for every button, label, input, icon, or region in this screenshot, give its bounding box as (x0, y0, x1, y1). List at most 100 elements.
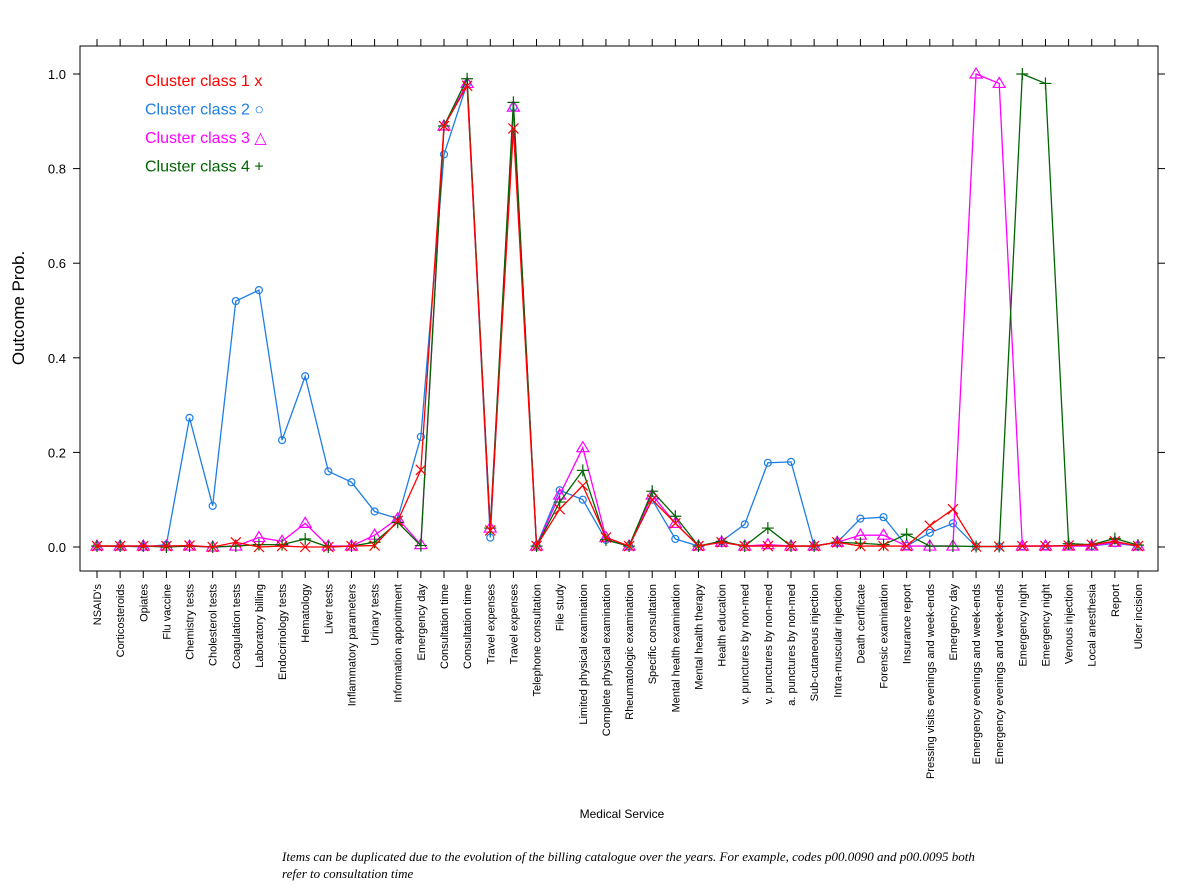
data-point-circle (254, 286, 264, 295)
data-point-x (970, 541, 982, 552)
data-point-plus (507, 96, 520, 109)
data-point-circle (948, 519, 958, 528)
data-point-triangle (992, 76, 1007, 89)
x-tick-label: Insurance report (902, 584, 914, 664)
x-tick-label: Rheumatologic examination (624, 584, 636, 720)
legend-item: Cluster class 1 x (145, 73, 262, 90)
series-line (97, 83, 1139, 548)
data-point-x (1109, 535, 1121, 547)
x-tick-label: Emergency night (1017, 584, 1029, 667)
x-tick-label: Health education (717, 584, 729, 667)
data-point-x (91, 540, 103, 552)
x-tick-label: Liver tests (323, 584, 335, 635)
x-tick-label: Corticosteroids (115, 584, 127, 658)
data-point-plus (854, 537, 867, 550)
data-point-x (831, 536, 843, 548)
data-point-x (1040, 540, 1051, 552)
x-tick-label: Chemistry tests (185, 584, 197, 660)
data-point-circle (925, 528, 934, 537)
data-point-x (993, 541, 1005, 552)
data-point-x (230, 536, 242, 548)
data-point-x (438, 120, 450, 132)
data-point-plus (1062, 537, 1075, 550)
data-point-plus (877, 538, 890, 551)
data-point-plus (391, 516, 404, 529)
data-point-x (623, 540, 635, 552)
data-point-triangle (969, 66, 984, 79)
data-point-x (901, 540, 913, 552)
data-point-x (184, 540, 195, 552)
data-point-triangle (298, 516, 313, 528)
data-point-circle (786, 457, 796, 466)
data-point-plus (946, 540, 959, 553)
data-point-circle (347, 478, 356, 487)
data-point-plus (1108, 532, 1121, 545)
data-point-x (253, 541, 265, 553)
y-tick-label: 0.6 (48, 256, 66, 271)
data-point-x (531, 540, 542, 552)
x-tick-label: Ulcer incision (1133, 584, 1145, 649)
y-axis-title: Outcome Prob. (9, 251, 28, 365)
data-point-x (808, 540, 820, 552)
x-tick-label: Report (1110, 584, 1122, 617)
data-point-circle (439, 150, 449, 159)
data-point-x (137, 540, 149, 552)
data-point-plus (160, 541, 173, 553)
data-point-circle (301, 372, 310, 381)
y-tick-label: 0.2 (48, 445, 66, 460)
y-tick-label: 0.8 (48, 162, 66, 177)
data-point-circle (879, 513, 888, 522)
data-point-circle (763, 458, 772, 467)
data-point-plus (646, 485, 659, 498)
x-tick-label: Cholesterol tests (208, 584, 220, 666)
x-tick-label: Laboratory billing (254, 584, 266, 668)
data-point-x (554, 503, 566, 515)
data-point-plus (461, 72, 474, 85)
x-tick-label: Death certificate (855, 584, 867, 663)
x-tick-label: Flu vaccine (161, 584, 173, 640)
x-tick-label: Telephone consultation (532, 584, 544, 697)
x-tick-label: Travel expenses (485, 584, 497, 665)
data-point-circle (324, 467, 333, 476)
data-point-plus (414, 539, 427, 552)
data-point-circle (370, 507, 379, 516)
data-point-circle (671, 534, 680, 544)
x-tick-label: Mental health examination (670, 584, 682, 712)
data-point-circle (856, 514, 865, 523)
data-point-x (114, 540, 126, 552)
x-tick-label: Emergency evenings and week-ends (971, 584, 983, 765)
data-point-x (484, 525, 496, 536)
data-point-x (947, 503, 959, 515)
data-point-x (207, 541, 219, 553)
x-tick-label: Specific consultation (647, 584, 659, 684)
x-tick-label: Local anesthesia (1087, 583, 1099, 666)
data-point-x (646, 494, 658, 506)
data-point-x (1063, 540, 1075, 552)
data-point-plus (553, 496, 566, 509)
series-2 (92, 79, 1143, 552)
x-tick-label: Intra-muscular injection (832, 584, 844, 698)
data-point-x (924, 520, 936, 532)
data-point-x (507, 122, 519, 134)
data-point-x (878, 540, 889, 552)
data-point-plus (669, 510, 682, 523)
data-point-plus (252, 538, 265, 551)
data-point-x (600, 532, 612, 543)
x-tick-label: Sub-cutaneous injection (809, 584, 821, 701)
series-1 (91, 80, 1144, 553)
data-point-x (299, 541, 311, 553)
data-point-plus (923, 540, 936, 553)
x-axis-title: Medical Service (580, 807, 665, 821)
data-point-x (1132, 540, 1144, 552)
data-point-plus (276, 538, 289, 551)
x-tick-label: Forensic examination (879, 584, 891, 689)
data-point-x (785, 540, 797, 552)
y-tick-label: 0.0 (48, 540, 66, 555)
x-tick-label: NSAID's (92, 584, 104, 626)
x-tick-label: Travel expenses (508, 584, 520, 665)
x-tick-label: Emergency day (416, 584, 428, 661)
data-point-x (160, 540, 172, 552)
data-point-x (693, 540, 704, 552)
data-point-x (322, 541, 334, 553)
